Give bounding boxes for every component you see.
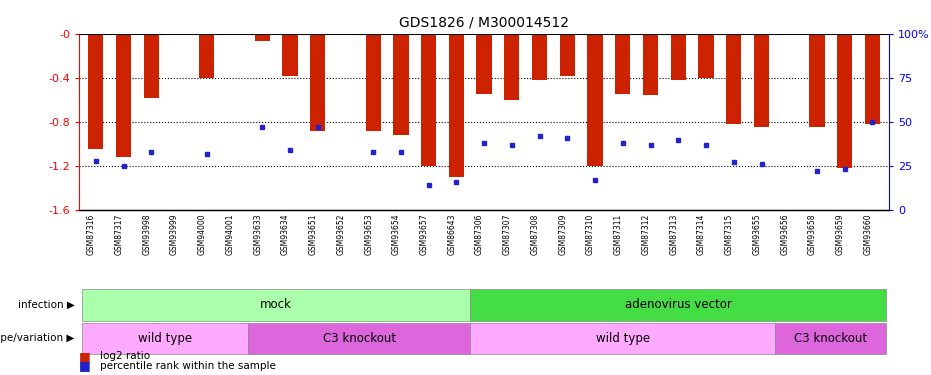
Text: GSM93999: GSM93999 bbox=[170, 214, 179, 255]
Text: mock: mock bbox=[260, 298, 292, 311]
Text: GSM87314: GSM87314 bbox=[697, 214, 706, 255]
Text: GSM87311: GSM87311 bbox=[614, 214, 623, 255]
Text: GSM93659: GSM93659 bbox=[836, 214, 844, 255]
Text: GSM93654: GSM93654 bbox=[392, 214, 401, 255]
Bar bbox=[726, 34, 741, 124]
Bar bbox=[88, 34, 103, 149]
Text: GSM93658: GSM93658 bbox=[808, 214, 817, 255]
Text: GSM93653: GSM93653 bbox=[364, 214, 373, 255]
Text: GSM93657: GSM93657 bbox=[420, 214, 428, 255]
Text: GSM87315: GSM87315 bbox=[724, 214, 734, 255]
Bar bbox=[670, 34, 686, 80]
Text: adenovirus vector: adenovirus vector bbox=[625, 298, 732, 311]
Text: infection ▶: infection ▶ bbox=[18, 300, 74, 310]
Text: wild type: wild type bbox=[138, 332, 192, 345]
Bar bbox=[115, 34, 131, 157]
Bar bbox=[449, 34, 464, 177]
Bar bbox=[809, 34, 825, 128]
Text: GSM87309: GSM87309 bbox=[559, 214, 567, 255]
Text: GSM87308: GSM87308 bbox=[531, 214, 540, 255]
Bar bbox=[143, 34, 159, 98]
Text: GSM87316: GSM87316 bbox=[87, 214, 96, 255]
Text: wild type: wild type bbox=[596, 332, 650, 345]
Text: GSM94000: GSM94000 bbox=[197, 214, 207, 255]
Bar bbox=[505, 34, 519, 100]
Text: C3 knockout: C3 knockout bbox=[323, 332, 396, 345]
Bar bbox=[421, 34, 437, 166]
Bar bbox=[393, 34, 409, 135]
Bar bbox=[615, 34, 630, 94]
Text: GSM87310: GSM87310 bbox=[587, 214, 595, 255]
Bar bbox=[254, 34, 270, 42]
Text: C3 knockout: C3 knockout bbox=[794, 332, 868, 345]
Text: GSM93655: GSM93655 bbox=[752, 214, 762, 255]
Text: GSM87307: GSM87307 bbox=[503, 214, 512, 255]
Bar bbox=[698, 34, 714, 78]
Bar bbox=[310, 34, 325, 131]
Text: GSM87317: GSM87317 bbox=[115, 214, 124, 255]
Text: GSM93651: GSM93651 bbox=[309, 214, 317, 255]
Bar bbox=[477, 34, 492, 94]
Bar bbox=[587, 34, 602, 166]
Text: GSM93656: GSM93656 bbox=[780, 214, 789, 255]
Text: ■: ■ bbox=[79, 359, 91, 372]
Text: GSM86643: GSM86643 bbox=[448, 214, 456, 255]
Text: GSM93634: GSM93634 bbox=[281, 214, 290, 255]
Bar bbox=[560, 34, 575, 76]
Bar bbox=[837, 34, 853, 168]
Bar bbox=[754, 34, 769, 128]
Text: GSM87312: GSM87312 bbox=[641, 214, 651, 255]
Bar bbox=[199, 34, 214, 78]
Text: percentile rank within the sample: percentile rank within the sample bbox=[100, 361, 276, 370]
Text: GSM87313: GSM87313 bbox=[669, 214, 679, 255]
Text: genotype/variation ▶: genotype/variation ▶ bbox=[0, 333, 74, 344]
Text: GDS1826 / M300014512: GDS1826 / M300014512 bbox=[399, 15, 569, 29]
Text: GSM87306: GSM87306 bbox=[475, 214, 484, 255]
Bar bbox=[865, 34, 880, 124]
Text: GSM93652: GSM93652 bbox=[336, 214, 345, 255]
Text: ■: ■ bbox=[79, 350, 91, 363]
Bar bbox=[643, 34, 658, 96]
Text: GSM94001: GSM94001 bbox=[225, 214, 235, 255]
Bar bbox=[532, 34, 547, 80]
Bar bbox=[282, 34, 298, 76]
Text: GSM93633: GSM93633 bbox=[253, 214, 263, 255]
Text: GSM93660: GSM93660 bbox=[863, 214, 872, 255]
Text: log2 ratio: log2 ratio bbox=[100, 351, 150, 361]
Text: GSM93998: GSM93998 bbox=[142, 214, 151, 255]
Bar bbox=[366, 34, 381, 131]
